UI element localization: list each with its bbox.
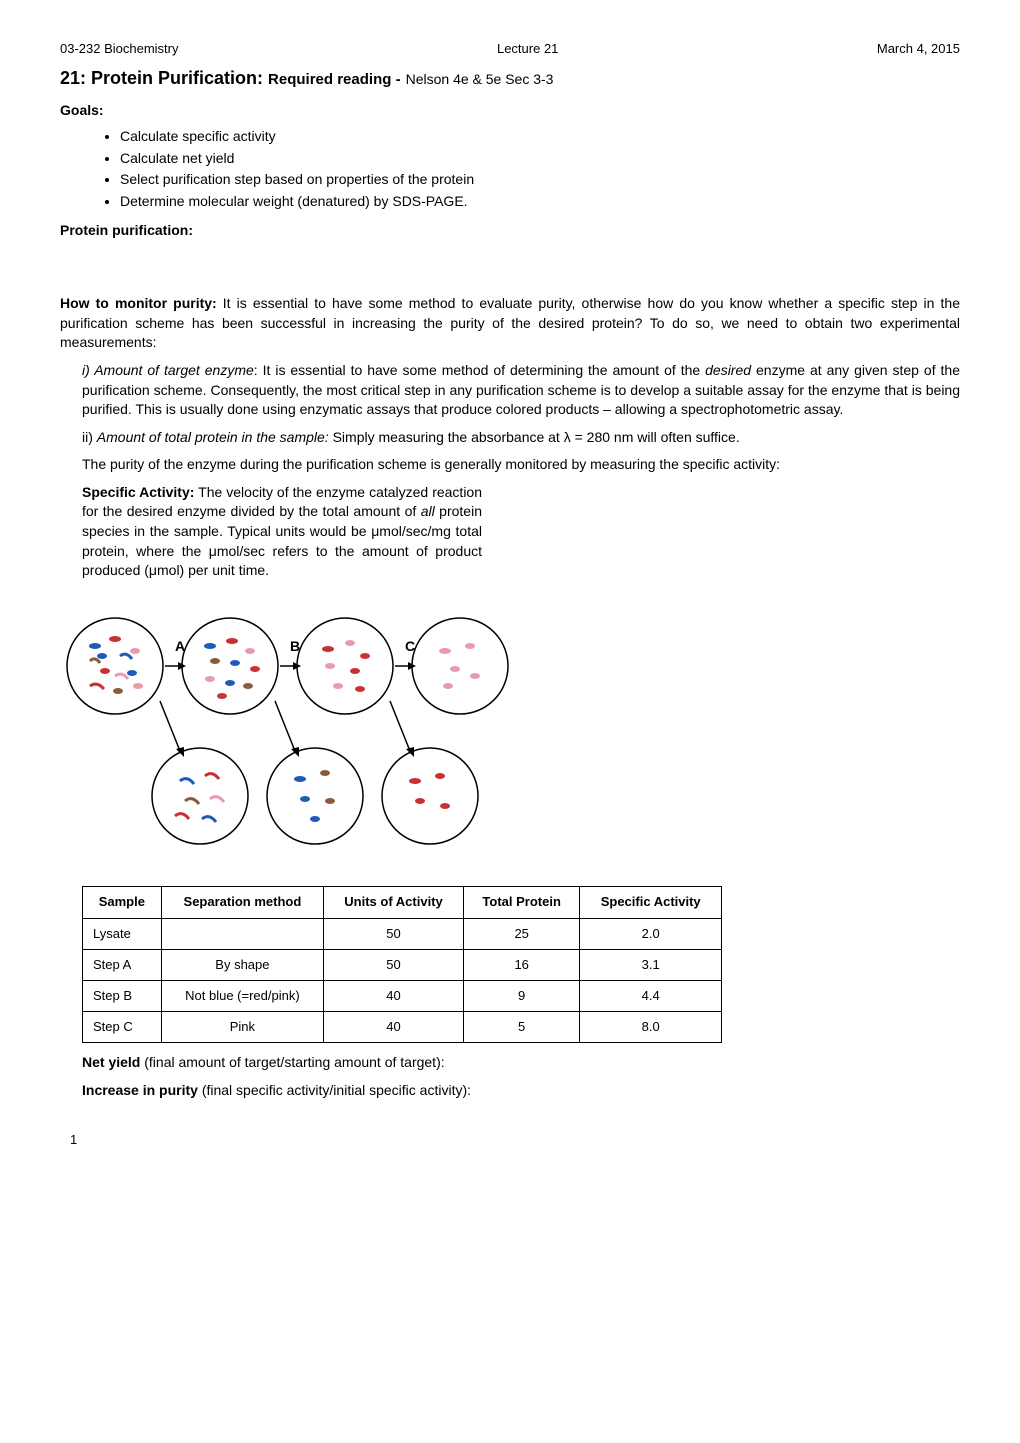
cell-units: 40: [324, 1012, 464, 1043]
cell-total: 25: [463, 918, 579, 949]
page-number: 1: [70, 1131, 960, 1149]
diagram-label-a: A: [175, 638, 185, 654]
cell-sample: Lysate: [83, 918, 162, 949]
title-subtitle: Required reading -: [268, 71, 401, 88]
waste-b: [267, 748, 363, 844]
table-row: Step A By shape 50 16 3.1: [83, 949, 722, 980]
sa-all: all: [421, 503, 435, 519]
th-total: Total Protein: [463, 887, 579, 918]
goal-item: Determine molecular weight (denatured) b…: [120, 192, 960, 212]
header-right: March 4, 2015: [877, 40, 960, 58]
item-ii-label: ii): [82, 429, 97, 445]
yield-label: Net yield: [82, 1054, 140, 1070]
item-ii: ii) Amount of total protein in the sampl…: [82, 428, 960, 448]
table-row: Step C Pink 40 5 8.0: [83, 1012, 722, 1043]
purification-table: Sample Separation method Units of Activi…: [82, 886, 722, 1043]
cell-method: Not blue (=red/pink): [161, 981, 323, 1012]
waste-a: [152, 748, 248, 844]
monitor-header: How to monitor purity:: [60, 295, 217, 311]
circle-step-a: [182, 618, 278, 714]
page-header: 03-232 Biochemistry Lecture 21 March 4, …: [60, 40, 960, 58]
waste-c: [382, 748, 478, 844]
cell-sa: 8.0: [580, 1012, 722, 1043]
net-yield-line: Net yield (final amount of target/starti…: [82, 1053, 960, 1073]
specific-activity-para: Specific Activity: The velocity of the e…: [82, 483, 482, 581]
purification-diagram: A B C: [60, 601, 960, 867]
circle-step-b: [297, 618, 393, 714]
item-ii-ital: Amount of total protein in the sample:: [97, 429, 329, 445]
goals-list: Calculate specific activity Calculate ne…: [120, 127, 960, 211]
cell-total: 16: [463, 949, 579, 980]
purity-inc-text: (final specific activity/initial specifi…: [198, 1082, 471, 1098]
th-units: Units of Activity: [324, 887, 464, 918]
item-ii-text: Simply measuring the absorbance at λ = 2…: [329, 429, 740, 445]
title-reading: Nelson 4e & 5e Sec 3-3: [406, 71, 554, 87]
th-sample: Sample: [83, 887, 162, 918]
cell-method: [161, 918, 323, 949]
cell-sample: Step A: [83, 949, 162, 980]
diagram-label-b: B: [290, 638, 300, 654]
goal-item: Calculate specific activity: [120, 127, 960, 147]
cell-units: 50: [324, 949, 464, 980]
th-sa: Specific Activity: [580, 887, 722, 918]
cell-method: By shape: [161, 949, 323, 980]
goal-item: Calculate net yield: [120, 149, 960, 169]
cell-total: 9: [463, 981, 579, 1012]
cell-total: 5: [463, 1012, 579, 1043]
item-i-text: : It is essential to have some method of…: [254, 362, 705, 378]
purity-text: The purity of the enzyme during the puri…: [82, 455, 960, 475]
cell-sa: 3.1: [580, 949, 722, 980]
table-row: Step B Not blue (=red/pink) 40 9 4.4: [83, 981, 722, 1012]
table-header-row: Sample Separation method Units of Activi…: [83, 887, 722, 918]
circle-step-c: [412, 618, 508, 714]
diagram-svg: A B C: [60, 601, 540, 861]
cell-sample: Step C: [83, 1012, 162, 1043]
item-i: i) Amount of target enzyme: It is essent…: [82, 361, 960, 420]
cell-units: 40: [324, 981, 464, 1012]
protein-purification-header: Protein purification:: [60, 221, 960, 241]
header-center: Lecture 21: [497, 40, 558, 58]
cell-sample: Step B: [83, 981, 162, 1012]
cell-units: 50: [324, 918, 464, 949]
purity-label: Increase in purity: [82, 1082, 198, 1098]
diagram-label-c: C: [405, 638, 415, 654]
cell-sa: 4.4: [580, 981, 722, 1012]
circle-lysate: [67, 618, 163, 714]
yield-text: (final amount of target/starting amount …: [140, 1054, 444, 1070]
th-method: Separation method: [161, 887, 323, 918]
item-i-label: i) Amount of target enzyme: [82, 362, 254, 378]
title-number: 21: Protein Purification:: [60, 68, 263, 88]
cell-method: Pink: [161, 1012, 323, 1043]
lecture-title: 21: Protein Purification: Required readi…: [60, 66, 960, 91]
header-left: 03-232 Biochemistry: [60, 40, 179, 58]
cell-sa: 2.0: [580, 918, 722, 949]
sa-header: Specific Activity:: [82, 484, 194, 500]
table-row: Lysate 50 25 2.0: [83, 918, 722, 949]
goals-header: Goals:: [60, 101, 960, 121]
increase-purity-line: Increase in purity (final specific activ…: [82, 1081, 960, 1101]
goal-item: Select purification step based on proper…: [120, 170, 960, 190]
item-i-desired: desired: [705, 362, 751, 378]
monitor-purity-para: How to monitor purity: It is essential t…: [60, 294, 960, 353]
